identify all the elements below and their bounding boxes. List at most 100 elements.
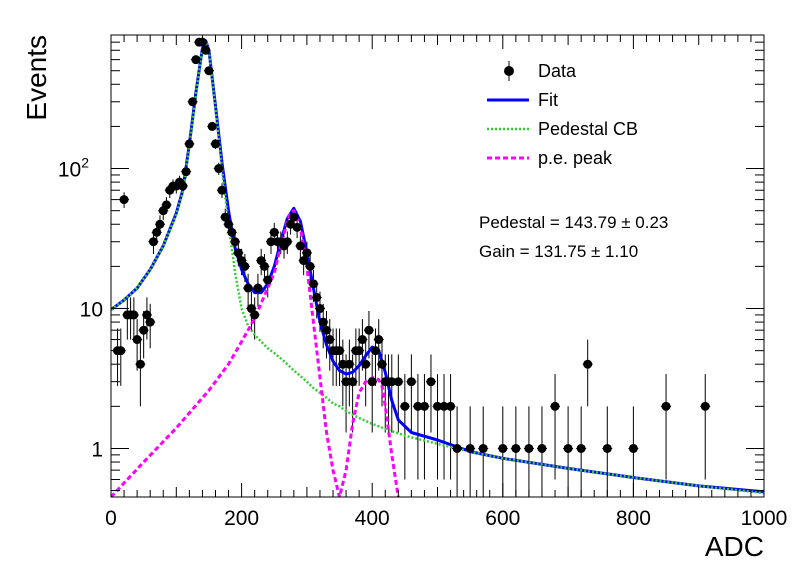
data-point bbox=[661, 401, 671, 411]
data-point bbox=[325, 335, 335, 345]
x-tick-label: 0 bbox=[105, 507, 117, 530]
y-axis-title: Events bbox=[21, 35, 52, 121]
legend-entry-data: Data bbox=[504, 61, 577, 81]
data-point bbox=[269, 227, 279, 237]
data-point bbox=[184, 139, 194, 149]
data-point bbox=[207, 121, 217, 131]
data-point bbox=[419, 401, 429, 411]
data-point bbox=[374, 335, 384, 345]
data-point bbox=[700, 401, 710, 411]
legend-label: Pedestal CB bbox=[538, 119, 638, 139]
data-point bbox=[148, 237, 158, 247]
data-point bbox=[220, 212, 230, 222]
fit-curves bbox=[111, 39, 764, 497]
data-point bbox=[181, 167, 191, 177]
x-tick-label: 1000 bbox=[741, 507, 788, 530]
gain-annotation: Gain = 131.75 ± 1.10 bbox=[479, 242, 638, 261]
data-point bbox=[321, 325, 331, 335]
data-point bbox=[162, 200, 172, 210]
x-axis-title: ADC bbox=[705, 531, 764, 562]
data-point bbox=[243, 283, 253, 293]
data-point bbox=[433, 401, 442, 411]
y-tick-label: 102 bbox=[58, 155, 89, 182]
data-point bbox=[292, 222, 302, 232]
legend-entry-p-e-peak: p.e. peak bbox=[487, 148, 613, 168]
legend-marker bbox=[504, 66, 514, 76]
data-point bbox=[227, 227, 237, 237]
data-point bbox=[364, 325, 374, 335]
data-point bbox=[335, 346, 345, 356]
x-tick-label: 400 bbox=[355, 507, 390, 530]
pedestal-annotation: Pedestal = 143.79 ± 0.23 bbox=[479, 213, 668, 232]
data-point bbox=[250, 310, 260, 320]
data-point bbox=[452, 443, 462, 453]
data-point bbox=[315, 304, 325, 314]
data-point bbox=[524, 443, 534, 453]
data-point bbox=[478, 443, 488, 453]
x-tick-label: 800 bbox=[616, 507, 651, 530]
data-point bbox=[230, 237, 240, 247]
data-point bbox=[188, 97, 198, 107]
data-point bbox=[135, 359, 145, 369]
data-point bbox=[406, 377, 416, 387]
pedestal-cb-curve bbox=[111, 39, 764, 495]
data-point bbox=[439, 401, 449, 411]
data-point bbox=[299, 256, 309, 266]
legend: Data Fit Pedestal CB p.e. peak bbox=[487, 61, 638, 168]
data-point bbox=[259, 261, 269, 271]
y-tick-label: 10 bbox=[80, 299, 103, 322]
data-point bbox=[132, 335, 142, 345]
data-point bbox=[282, 237, 292, 247]
data-point bbox=[576, 443, 586, 453]
data-point bbox=[224, 219, 234, 229]
data-point bbox=[348, 377, 358, 387]
data-point bbox=[367, 377, 377, 387]
data-point bbox=[253, 283, 263, 293]
legend-label: Data bbox=[538, 61, 577, 81]
x-tick-label: 200 bbox=[224, 507, 259, 530]
data-point bbox=[426, 377, 436, 387]
data-point bbox=[400, 401, 410, 411]
data-point bbox=[308, 279, 318, 289]
data-point bbox=[361, 359, 371, 369]
data-point bbox=[142, 310, 152, 320]
data-point bbox=[413, 401, 423, 411]
data-point bbox=[602, 443, 612, 453]
data-points bbox=[113, 37, 710, 453]
data-point bbox=[201, 45, 211, 55]
data-point bbox=[266, 237, 276, 247]
data-point bbox=[302, 248, 312, 258]
data-point bbox=[318, 317, 328, 327]
axes: 0 200 400 600 800 1000 1 10 102 bbox=[58, 34, 788, 530]
data-point bbox=[338, 359, 348, 369]
data-point bbox=[233, 248, 243, 258]
data-point bbox=[583, 359, 593, 369]
data-point bbox=[354, 346, 364, 356]
data-point bbox=[217, 185, 227, 195]
data-point bbox=[357, 335, 367, 345]
data-point bbox=[289, 212, 299, 222]
data-point bbox=[119, 195, 129, 205]
data-point bbox=[305, 261, 315, 271]
data-point bbox=[129, 310, 139, 320]
data-point bbox=[377, 359, 387, 369]
data-point bbox=[191, 55, 201, 65]
data-point bbox=[240, 261, 250, 271]
legend-label: Fit bbox=[538, 90, 558, 110]
data-point bbox=[550, 401, 560, 411]
data-point bbox=[263, 275, 273, 285]
data-point bbox=[628, 443, 638, 453]
data-point bbox=[344, 359, 354, 369]
data-point bbox=[393, 377, 403, 387]
data-point bbox=[537, 443, 547, 453]
data-point bbox=[446, 401, 456, 411]
data-point bbox=[295, 241, 305, 251]
data-point bbox=[511, 443, 521, 453]
data-point bbox=[465, 443, 475, 453]
data-point bbox=[341, 377, 351, 387]
data-point bbox=[210, 139, 220, 149]
data-point bbox=[116, 346, 126, 356]
legend-label: p.e. peak bbox=[538, 148, 613, 168]
